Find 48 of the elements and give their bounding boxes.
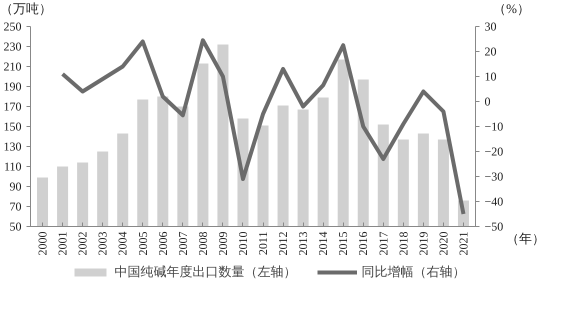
x-tick-label: 2005 — [136, 232, 150, 256]
x-tick-label: 2017 — [376, 232, 390, 256]
line-series — [60, 38, 466, 216]
y2-tick-label: 0 — [484, 94, 490, 108]
y2-tick-label: 10 — [484, 70, 496, 84]
x-tick-label: 2008 — [196, 232, 210, 256]
y-tick-label: 50 — [10, 220, 22, 234]
x-tick-label: 2013 — [296, 232, 310, 256]
x-tick-label: 2015 — [336, 232, 350, 256]
y2-tick-label: −40 — [484, 194, 504, 208]
x-tick-label: 2012 — [276, 232, 290, 256]
y-tick-label: 110 — [4, 160, 22, 174]
x-tick-label: 2007 — [176, 232, 190, 256]
x-tick-label: 2001 — [56, 232, 70, 256]
x-tick-label: 2021 — [456, 232, 470, 256]
y-tick-label: 130 — [4, 140, 22, 154]
y2-axis-title: （%） — [493, 0, 530, 18]
y-tick-label: 210 — [4, 60, 22, 74]
x-tick-label: 2014 — [316, 232, 330, 256]
x-tick-label: 2010 — [236, 232, 250, 256]
x-tick-label: 2004 — [116, 232, 130, 256]
y2-tick-label: 20 — [484, 44, 496, 58]
legend-label: 同比增幅（右轴） — [362, 263, 466, 281]
x-tick-label: 2011 — [256, 231, 270, 256]
y2-tick-label: −30 — [484, 170, 504, 184]
legend-label: 中国纯碱年度出口数量（左轴） — [114, 263, 296, 281]
y-axis-title: （万吨） — [0, 0, 52, 18]
x-tick-label: 2009 — [216, 232, 230, 256]
y2-tick-label: −20 — [484, 144, 504, 158]
y-tick-label: 150 — [4, 120, 22, 134]
y-tick-label: 70 — [10, 200, 22, 214]
x-tick-label: 2002 — [76, 232, 90, 256]
y-tick-label: 230 — [4, 40, 22, 54]
y2-tick-label: −10 — [484, 120, 504, 134]
y-tick-label: 170 — [4, 100, 22, 114]
y-tick-label: 250 — [4, 20, 22, 34]
y2-tick-label: −50 — [484, 220, 504, 234]
x-tick-label: 2006 — [156, 232, 170, 256]
x-axis-title: （年） — [506, 230, 545, 248]
x-tick-label: 2020 — [436, 232, 450, 256]
x-tick-label: 2000 — [36, 232, 50, 256]
x-tick-label: 2003 — [96, 232, 110, 256]
x-tick-label: 2016 — [356, 232, 370, 256]
y2-tick-label: 30 — [484, 20, 496, 34]
y-tick-label: 190 — [4, 80, 22, 94]
x-tick-label: 2019 — [416, 232, 430, 256]
x-tick-label: 2018 — [396, 232, 410, 256]
y-tick-label: 90 — [10, 180, 22, 194]
